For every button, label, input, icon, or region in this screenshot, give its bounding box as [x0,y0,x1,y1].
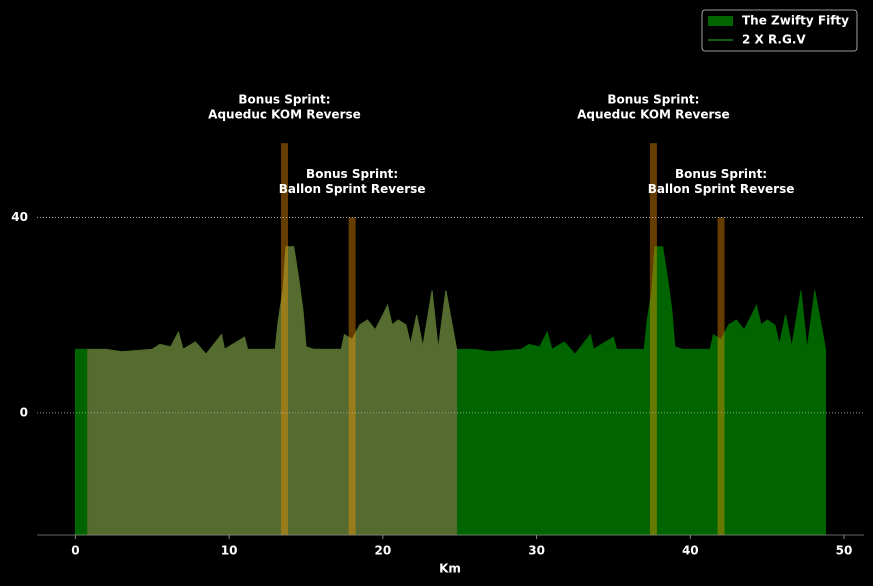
legend-swatch [708,16,733,26]
y-tick-label: 0 [20,405,28,419]
x-tick-label: 20 [375,544,392,558]
sprint-label: Bonus Sprint: [238,93,330,107]
sprint-bar [649,143,657,535]
legend-box [701,9,858,52]
sprint-bar [280,143,288,535]
legend-label: 2 X R.G.V [742,33,806,47]
sprint-label: Ballon Sprint Reverse [648,182,795,196]
x-tick-label: 30 [528,544,545,558]
x-tick-label: 10 [221,544,238,558]
x-tick-label: 50 [836,544,853,558]
sprint-label: Bonus Sprint: [675,167,767,181]
elevation-area [87,246,458,536]
sprint-label: Aqueduc KOM Reverse [577,108,730,122]
x-axis-label: Km [439,562,461,576]
sprint-bar [717,217,725,535]
legend-label: The Zwifty Fifty [742,14,849,28]
sprint-label: Aqueduc KOM Reverse [208,108,361,122]
sprint-label: Ballon Sprint Reverse [279,182,426,196]
sprint-label: Bonus Sprint: [306,167,398,181]
x-tick-label: 0 [71,544,79,558]
sprint-bar [348,217,356,535]
x-tick-label: 40 [682,544,699,558]
sprint-label: Bonus Sprint: [607,93,699,107]
y-tick-label: 40 [11,210,28,224]
